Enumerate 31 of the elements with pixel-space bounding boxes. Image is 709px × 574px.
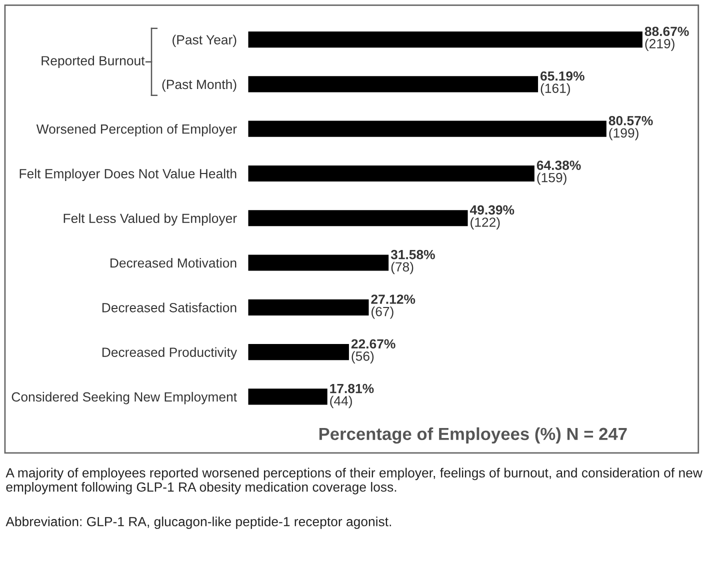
- y-tick-label: Felt Employer Does Not Value Health: [20, 168, 236, 181]
- bar: [248, 165, 534, 182]
- bar: [248, 344, 349, 360]
- bar: [248, 299, 369, 316]
- y-tick-label: (Past Month): [162, 79, 236, 92]
- bar: [248, 76, 538, 92]
- text: A majority of employees reported worsened perceptions of their employer, feelings of burnout, and consideration of new employment following GLP-1 RA obesity medication coverage loss.: [6, 468, 702, 494]
- data-label: 22.67% (56): [351, 339, 396, 364]
- bar: [248, 210, 468, 226]
- bar: [248, 254, 389, 271]
- y-tick-label: Worsened Perception of Employer: [36, 124, 237, 136]
- data-label: 80.57% (199): [608, 116, 653, 140]
- text: Abbreviation: GLP-1 RA, glucagon-like peptide-1 receptor agonist.: [6, 516, 391, 529]
- bar: [248, 32, 642, 48]
- y-tick-label: Decreased Satisfaction: [102, 302, 236, 312]
- y-tick-label: Decreased Productivity: [102, 347, 238, 360]
- data-label: 49.39% (122): [470, 205, 514, 230]
- x-axis-title: Percentage of Employees (%) N = 247: [319, 427, 627, 444]
- text: Reported Burnout: [42, 56, 145, 68]
- y-tick-label: Decreased Motivation: [110, 258, 236, 268]
- bar: [248, 120, 606, 137]
- y-tick-label: Felt Less Valued by Employer: [64, 213, 237, 226]
- data-label: 27.12% (67): [371, 294, 416, 319]
- y-tick-label: (Past Year): [172, 34, 236, 48]
- bar: [248, 388, 328, 405]
- data-label: 64.38% (159): [536, 160, 581, 185]
- data-label: 88.67% (219): [644, 26, 689, 51]
- data-label: 31.58% (78): [390, 250, 435, 274]
- data-label: 65.19% (161): [540, 71, 584, 96]
- data-label: 17.81% (44): [330, 384, 374, 408]
- y-tick-label: Considered Seeking New Employment: [12, 392, 237, 404]
